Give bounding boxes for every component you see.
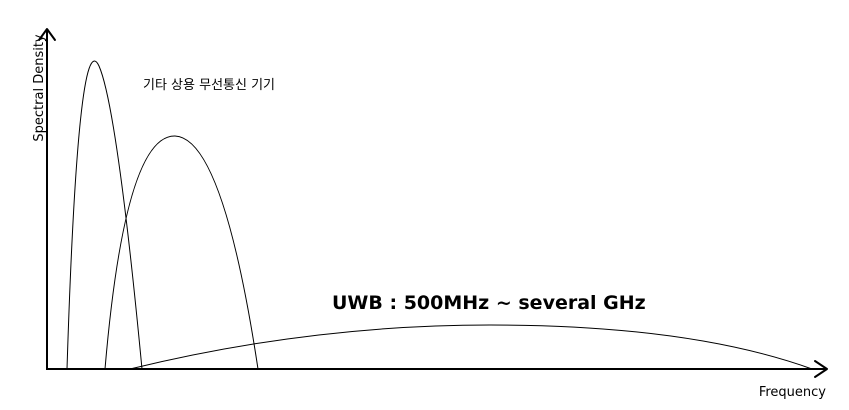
uwb-label: UWB : 500MHz ~ several GHz [332, 292, 646, 314]
y-axis-arrowhead [38, 28, 56, 41]
narrowband-curve-tall [66, 60, 143, 370]
x-axis-arrowhead [814, 360, 828, 378]
other-devices-label: 기타 상용 무선통신 기기 [143, 78, 275, 93]
y-axis-label: Spectral Density [32, 34, 47, 142]
narrowband-curve-medium [104, 135, 259, 370]
x-axis-label: Frequency [759, 385, 826, 400]
uwb-curve [129, 324, 813, 370]
